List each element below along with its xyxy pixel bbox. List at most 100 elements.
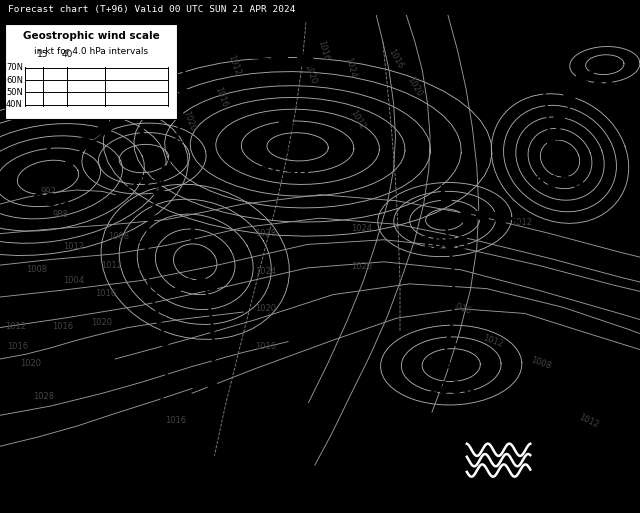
Circle shape [577,71,589,80]
Text: 993: 993 [125,173,163,191]
Circle shape [197,37,212,49]
Text: 1000: 1000 [535,173,585,191]
Polygon shape [200,409,212,417]
Circle shape [495,213,508,223]
Text: 1028: 1028 [255,229,276,238]
Polygon shape [127,106,140,115]
Polygon shape [144,216,157,224]
Text: 1016: 1016 [95,289,116,298]
Text: 1016: 1016 [165,416,187,425]
Text: metoffice.gov.uk: metoffice.gov.uk [541,447,620,456]
Polygon shape [144,293,157,301]
Text: © Crown Copyright: © Crown Copyright [541,464,628,473]
Polygon shape [582,71,593,80]
Text: 1012: 1012 [6,322,26,331]
Polygon shape [446,327,456,333]
Polygon shape [143,432,154,441]
Text: 1020: 1020 [351,262,372,271]
Text: Forecast chart (T+96) Valid 00 UTC SUN 21 APR 2024: Forecast chart (T+96) Valid 00 UTC SUN 2… [8,5,295,13]
Text: 1008: 1008 [108,232,129,242]
Polygon shape [207,326,218,333]
Polygon shape [543,136,555,143]
Text: 1004: 1004 [63,276,84,285]
Circle shape [495,213,508,223]
Text: 50N: 50N [6,88,23,97]
Text: 1012: 1012 [348,108,366,131]
Polygon shape [537,83,548,90]
Text: 1024: 1024 [344,56,358,80]
Polygon shape [62,156,76,166]
Polygon shape [569,90,580,98]
Text: 1012: 1012 [63,242,84,251]
Polygon shape [448,271,458,277]
Text: 1008: 1008 [529,356,552,371]
Text: L: L [438,185,451,205]
Text: 1012: 1012 [481,334,504,349]
Polygon shape [159,340,172,348]
Polygon shape [161,166,174,174]
Circle shape [246,47,262,58]
Circle shape [564,90,577,99]
Polygon shape [202,299,214,306]
Circle shape [272,51,287,63]
Text: 1016: 1016 [316,39,330,62]
Text: 1020: 1020 [303,63,318,86]
Circle shape [221,42,236,53]
Text: H: H [596,30,614,50]
Circle shape [99,121,113,132]
Text: 1000: 1000 [426,380,476,398]
Polygon shape [159,386,172,394]
Text: 1024: 1024 [255,267,276,275]
Text: L: L [445,330,458,350]
Text: 1016: 1016 [213,86,228,109]
Text: 15: 15 [37,50,49,59]
Polygon shape [191,438,203,445]
Polygon shape [148,91,161,101]
Polygon shape [531,58,542,65]
Text: 1012: 1012 [511,219,532,227]
Polygon shape [143,432,154,441]
Text: 992: 992 [40,187,56,196]
Polygon shape [161,363,174,371]
Polygon shape [449,299,460,305]
Circle shape [121,106,135,116]
Circle shape [458,212,471,222]
Text: 1020: 1020 [255,304,276,313]
Circle shape [477,210,490,220]
Text: 1008: 1008 [26,265,48,274]
Circle shape [495,213,508,223]
Polygon shape [543,136,555,143]
Circle shape [298,54,313,66]
Polygon shape [543,136,555,143]
Text: 1016: 1016 [387,47,404,70]
Circle shape [157,79,171,89]
Circle shape [272,51,287,63]
Polygon shape [171,56,185,65]
Circle shape [298,54,313,66]
Text: 1024: 1024 [351,225,372,233]
Text: 1003: 1003 [420,234,470,252]
Text: 1020: 1020 [406,75,424,98]
Text: 1020: 1020 [181,110,196,132]
Text: 1016: 1016 [7,342,29,351]
Circle shape [495,213,508,223]
Polygon shape [582,71,593,80]
Polygon shape [541,110,553,117]
Polygon shape [449,299,460,305]
Circle shape [246,47,262,58]
Circle shape [577,71,589,80]
Polygon shape [144,293,157,301]
Polygon shape [209,353,220,361]
Circle shape [221,42,236,53]
Text: 1012: 1012 [577,413,600,430]
Circle shape [554,110,566,120]
Circle shape [298,54,313,66]
Polygon shape [191,438,203,445]
Polygon shape [207,326,218,333]
Text: 70N: 70N [6,63,23,72]
Polygon shape [531,58,542,65]
Text: Geostrophic wind scale: Geostrophic wind scale [22,31,159,41]
Polygon shape [449,299,460,305]
Circle shape [458,212,471,222]
Polygon shape [200,409,212,417]
